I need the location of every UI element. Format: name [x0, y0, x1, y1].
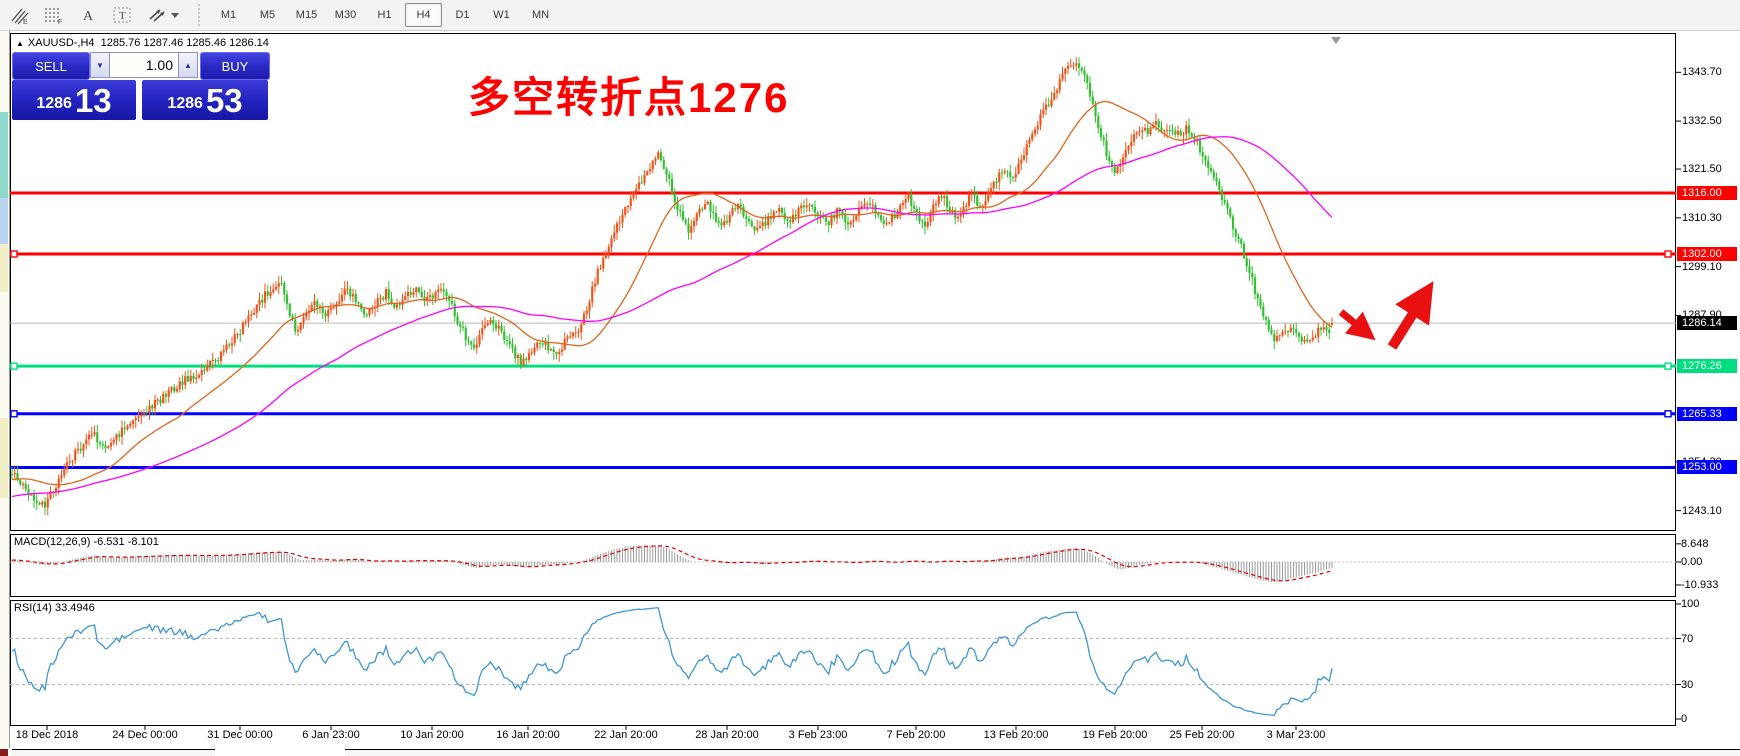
macd-scale-label: 0.00	[1681, 556, 1703, 568]
date-tick-label: 7 Feb 20:00	[886, 729, 946, 741]
price-line-badge: 1286.14	[1677, 316, 1737, 331]
horizontal-level-lines[interactable]	[10, 191, 1676, 469]
macd-panel[interactable]	[10, 534, 1676, 597]
macd-scale-label: 8.648	[1681, 537, 1709, 550]
date-tick-label: 24 Dec 00:00	[112, 729, 178, 741]
macd-signal-line	[11, 545, 1333, 582]
arrows-tool-icon[interactable]	[142, 2, 182, 28]
rsi-line	[11, 606, 1333, 717]
date-tick-label: 22 Jan 20:00	[594, 729, 658, 741]
trend-arrows[interactable]	[1338, 281, 1434, 350]
rsi-scale-label: 100	[1681, 598, 1700, 610]
timeframe-button-m15[interactable]: M15	[295, 9, 318, 21]
timeframe-button-w1[interactable]: W1	[493, 9, 510, 21]
rsi-indicator-label: RSI(14) 33.4946	[14, 602, 95, 614]
date-tick-label: 3 Mar 23:00	[1266, 729, 1326, 741]
date-tick-label: 25 Feb 20:00	[1169, 729, 1235, 741]
svg-text:F: F	[58, 19, 62, 25]
sell-button[interactable]: SELL	[12, 52, 90, 80]
ask-price-display[interactable]: 1286 53	[142, 80, 268, 120]
date-tick-label: 10 Jan 20:00	[400, 729, 464, 741]
rsi-scale-label: 0	[1681, 713, 1688, 725]
text-label-icon[interactable]: T	[108, 2, 136, 28]
price-tick-label: 1321.50	[1682, 163, 1722, 176]
svg-text:T: T	[119, 10, 126, 22]
macd-indicator-label: MACD(12,26,9) -6.531 -8.101	[14, 536, 159, 548]
svg-text:E: E	[23, 19, 28, 25]
main-chart-panel[interactable]	[10, 33, 1676, 531]
price-tick-label: 1310.30	[1682, 211, 1722, 224]
candlesticks	[10, 57, 1334, 516]
ma-slow-line	[11, 136, 1333, 498]
toolbar-separator	[196, 4, 201, 26]
text-icon[interactable]: A	[74, 2, 102, 28]
symbol-ohlc-line[interactable]: ▲ XAUUSD-,H4 1285.76 1287.46 1285.46 1286…	[16, 37, 269, 49]
chart-annotation-text: 多空转折点1276	[468, 74, 790, 121]
ma-fast-line	[11, 100, 1333, 486]
timeframe-button-h1[interactable]: H1	[377, 9, 392, 21]
timeframe-button-h4[interactable]: H4	[405, 3, 442, 27]
lower-windows-edge	[0, 748, 1740, 756]
toolbar: E F A T M1 M5 M15 M30 H1 H4 D1 W1 MN	[0, 0, 1740, 31]
bid-price-small: 1286	[36, 95, 72, 112]
chart-shift-marker	[1331, 37, 1341, 44]
bid-price-big: 13	[74, 82, 112, 119]
timeframe-button-m1[interactable]: M1	[220, 9, 237, 21]
price-line-badge: 1265.33	[1677, 406, 1737, 421]
volume-decrease-button[interactable]: ▼	[90, 52, 110, 78]
date-tick-label: 16 Jan 20:00	[496, 729, 560, 741]
date-tick-label: 19 Feb 20:00	[1082, 729, 1148, 741]
price-tick-label: 1243.10	[1682, 504, 1722, 517]
fibonacci-expansion-icon[interactable]: E	[6, 2, 34, 28]
date-tick-label: 31 Dec 00:00	[207, 729, 273, 741]
date-tick-label: 28 Jan 20:00	[695, 729, 759, 741]
bid-price-display[interactable]: 1286 13	[12, 80, 136, 120]
rsi-panel[interactable]	[10, 600, 1676, 726]
macd-scale-label: -10.933	[1681, 578, 1719, 591]
volume-increase-button[interactable]: ▲	[178, 52, 198, 78]
date-tick-label: 6 Jan 23:00	[302, 729, 360, 741]
timeframe-toolbar: M1 M5 M15 M30 H1 H4 D1 W1 MN	[209, 3, 560, 27]
timeframe-button-m5[interactable]: M5	[259, 9, 276, 21]
price-line-badge: 1302.00	[1677, 247, 1737, 261]
volume-input[interactable]: 1.00	[110, 52, 178, 78]
macd-histogram	[11, 545, 1333, 583]
volume-stepper: ▼ 1.00 ▲	[90, 52, 198, 78]
price-line-badge: 1276.26	[1677, 359, 1737, 374]
timeframe-button-d1[interactable]: D1	[455, 9, 470, 21]
timeframe-button-mn[interactable]: MN	[531, 9, 550, 21]
collapse-panel-icon[interactable]: ▲	[16, 39, 24, 48]
buy-button[interactable]: BUY	[200, 52, 270, 80]
price-line-badge: 1316.00	[1677, 186, 1737, 200]
price-tick-label: 1343.70	[1682, 66, 1722, 79]
date-tick-label: 13 Feb 20:00	[983, 729, 1049, 741]
rsi-scale-label: 30	[1681, 678, 1694, 691]
price-tick-label: 1332.50	[1682, 115, 1722, 128]
timeframe-button-m30[interactable]: M30	[334, 9, 357, 21]
date-tick-label: 18 Dec 2018	[15, 729, 79, 741]
symbol-ohlc-text: XAUUSD-,H4 1285.76 1287.46 1285.46 1286.…	[27, 37, 269, 49]
svg-text:A: A	[83, 9, 94, 24]
market-watch-edge	[0, 30, 10, 748]
fibonacci-retracement-icon[interactable]: F	[40, 2, 68, 28]
rsi-scale-label: 70	[1681, 632, 1694, 645]
price-tick-label: 1299.10	[1682, 260, 1722, 273]
ask-price-small: 1286	[167, 95, 203, 112]
one-click-trading-panel: SELL ▼ 1.00 ▲ BUY 1286 13 1286 53	[12, 52, 270, 120]
price-line-badge: 1253.00	[1677, 460, 1737, 475]
ask-price-big: 53	[205, 82, 243, 119]
date-tick-label: 3 Feb 23:00	[788, 729, 848, 741]
